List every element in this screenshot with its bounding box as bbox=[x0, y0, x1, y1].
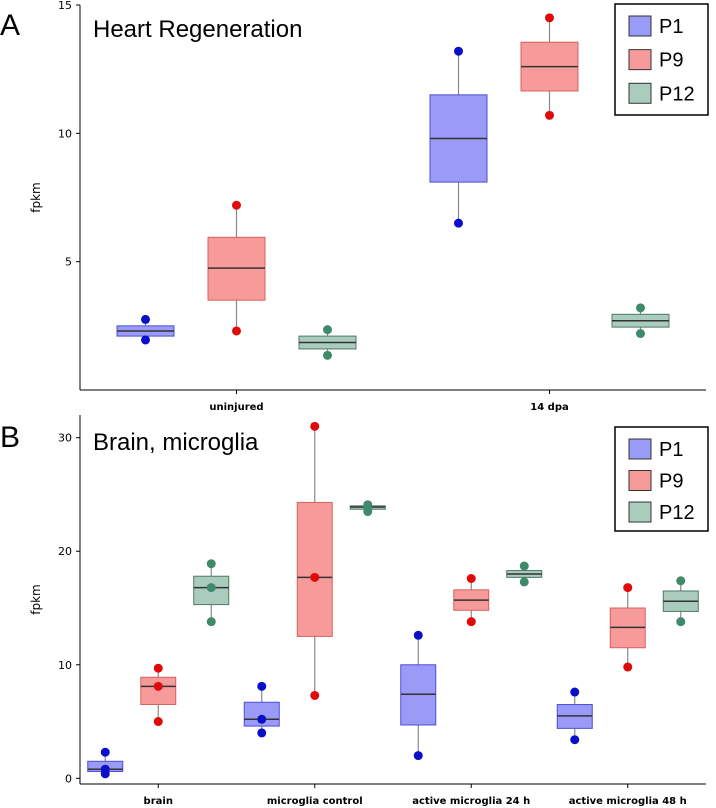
data-point bbox=[141, 335, 150, 345]
box-p12 bbox=[611, 303, 670, 339]
legend-swatch-p12 bbox=[628, 501, 652, 523]
data-point bbox=[100, 747, 110, 757]
box-p12 bbox=[298, 325, 357, 360]
data-point bbox=[232, 200, 241, 210]
data-point bbox=[100, 769, 110, 779]
legend: P1 P9 P12 bbox=[614, 3, 709, 116]
data-point bbox=[323, 325, 332, 335]
x-category-label: microglia control bbox=[267, 796, 363, 807]
data-point bbox=[570, 687, 580, 697]
data-point bbox=[636, 329, 645, 339]
x-category-label: active microglia 24 h bbox=[412, 796, 530, 807]
data-point bbox=[310, 421, 320, 431]
box-p9 bbox=[520, 13, 579, 120]
data-point bbox=[545, 13, 554, 23]
box-body bbox=[243, 701, 280, 727]
data-point bbox=[454, 218, 463, 228]
box-p1 bbox=[400, 630, 437, 761]
y-tick-label: 10 bbox=[58, 127, 72, 140]
box-p12 bbox=[506, 561, 543, 587]
y-tick-label: 30 bbox=[58, 432, 72, 445]
legend-swatch-p1 bbox=[628, 438, 652, 460]
legend-label-p1: P1 bbox=[659, 16, 683, 38]
x-category-label: active microglia 48 h bbox=[569, 796, 687, 807]
legend-label-p12: P12 bbox=[659, 502, 695, 524]
legend-swatch-p1 bbox=[628, 15, 652, 37]
data-point bbox=[323, 350, 332, 360]
legend-label-p9: P9 bbox=[659, 471, 683, 493]
data-point bbox=[570, 735, 580, 745]
legend-label-p12: P12 bbox=[659, 83, 695, 105]
data-point bbox=[676, 576, 686, 586]
y-tick-label: 15 bbox=[58, 0, 72, 12]
data-point bbox=[454, 46, 463, 56]
data-point bbox=[206, 617, 216, 627]
data-point bbox=[206, 583, 216, 593]
legend-swatch-p9 bbox=[628, 49, 652, 71]
data-point bbox=[413, 630, 423, 640]
data-point bbox=[676, 617, 686, 627]
legend-label-p9: P9 bbox=[659, 50, 683, 72]
chart-panel-a: A 5 10 15 fpkm uninjured 14 dpa Heart Regenerat… bbox=[0, 0, 709, 413]
data-point bbox=[545, 110, 554, 120]
legend: P1 P9 P12 bbox=[614, 426, 709, 532]
data-point bbox=[141, 314, 150, 324]
box-p1 bbox=[87, 747, 124, 779]
panel-letter: A bbox=[0, 9, 20, 42]
box-p12 bbox=[662, 576, 699, 627]
data-point bbox=[153, 663, 163, 673]
box-p9 bbox=[296, 421, 333, 700]
box-p9 bbox=[140, 663, 177, 727]
box-p1 bbox=[116, 314, 175, 345]
box-p12 bbox=[193, 559, 230, 627]
data-point bbox=[519, 561, 529, 571]
data-point bbox=[310, 690, 320, 700]
data-point bbox=[153, 717, 163, 727]
box-p1 bbox=[243, 681, 280, 738]
data-point bbox=[257, 714, 267, 724]
y-tick-label: 10 bbox=[58, 659, 72, 672]
data-point bbox=[413, 751, 423, 761]
data-point bbox=[636, 303, 645, 313]
data-point bbox=[232, 326, 241, 336]
data-point bbox=[153, 681, 163, 691]
data-point bbox=[257, 681, 267, 691]
data-point bbox=[363, 507, 373, 517]
x-category-label: uninjured bbox=[209, 402, 263, 413]
chart-title: Heart Regeneration bbox=[93, 16, 302, 43]
legend-label-p1: P1 bbox=[659, 439, 683, 461]
legend-swatch-p12 bbox=[628, 82, 652, 104]
chart-panel-b: B 0 10 20 30 fpkm brain microglia control active… bbox=[0, 415, 709, 807]
y-axis-label: fpkm bbox=[29, 182, 43, 212]
box-p1 bbox=[556, 687, 593, 745]
x-category-label: brain bbox=[144, 796, 173, 807]
x-category-label: 14 dpa bbox=[530, 402, 568, 413]
box-p9 bbox=[609, 583, 646, 672]
chart-title: Brain, microglia bbox=[93, 429, 259, 456]
y-tick-label: 0 bbox=[65, 772, 72, 785]
data-point bbox=[257, 728, 267, 738]
data-point bbox=[623, 583, 633, 593]
box-body bbox=[140, 676, 177, 706]
box-p9 bbox=[453, 573, 490, 627]
data-point bbox=[206, 559, 216, 569]
y-axis-label: fpkm bbox=[29, 584, 43, 614]
data-point bbox=[310, 572, 320, 582]
box-body bbox=[296, 501, 333, 637]
box-p1 bbox=[429, 46, 488, 228]
data-point bbox=[466, 573, 476, 583]
box-p9 bbox=[207, 200, 266, 336]
data-point bbox=[466, 617, 476, 627]
y-tick-label: 5 bbox=[65, 256, 72, 269]
box-p12 bbox=[349, 500, 386, 517]
data-point bbox=[623, 662, 633, 672]
y-tick-label: 20 bbox=[58, 545, 72, 558]
legend-swatch-p9 bbox=[628, 470, 652, 492]
panel-letter: B bbox=[0, 421, 20, 454]
data-point bbox=[519, 577, 529, 587]
